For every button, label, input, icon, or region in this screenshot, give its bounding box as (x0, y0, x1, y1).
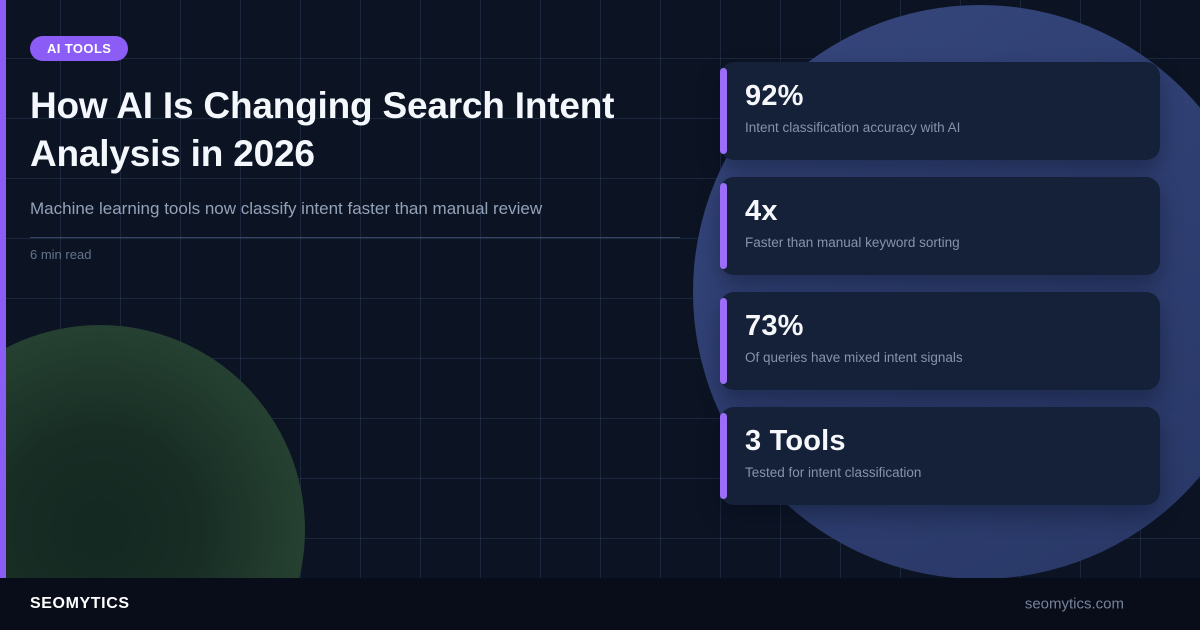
stat-accent-bar (720, 183, 727, 269)
stats-panel: 92% Intent classification accuracy with … (720, 62, 1160, 505)
website-url: seomytics.com (1024, 595, 1124, 613)
divider-line (30, 237, 680, 238)
stat-value: 3 Tools (745, 425, 846, 457)
stat-accent-bar (720, 413, 727, 499)
stat-accent-bar (720, 68, 727, 154)
stat-value: 92% (745, 80, 804, 112)
stat-card-tools: 3 Tools Tested for intent classification (720, 407, 1160, 505)
stat-label: Faster than manual keyword sorting (745, 235, 960, 251)
stat-value: 73% (745, 310, 804, 342)
stat-label: Tested for intent classification (745, 465, 922, 481)
stat-label: Intent classification accuracy with AI (745, 120, 961, 136)
brand-name: SEOMYTICS (30, 595, 130, 612)
footer-bar: SEOMYTICS seomytics.com (0, 578, 1200, 630)
stat-card-speed: 4x Faster than manual keyword sorting (720, 177, 1160, 275)
stat-accent-bar (720, 298, 727, 384)
subtitle: Machine learning tools now classify inte… (30, 199, 543, 218)
left-accent-bar (0, 0, 6, 578)
stat-label: Of queries have mixed intent signals (745, 350, 963, 366)
page-title: How AI Is Changing Search Intent Analysi… (30, 85, 615, 174)
read-time: 6 min read (30, 247, 92, 262)
category-badge: AI TOOLS (30, 36, 129, 61)
stat-card-accuracy: 92% Intent classification accuracy with … (720, 62, 1160, 160)
category-badge-label: AI TOOLS (47, 41, 112, 56)
stat-value: 4x (745, 195, 778, 227)
stat-card-mixed-intent: 73% Of queries have mixed intent signals (720, 292, 1160, 390)
